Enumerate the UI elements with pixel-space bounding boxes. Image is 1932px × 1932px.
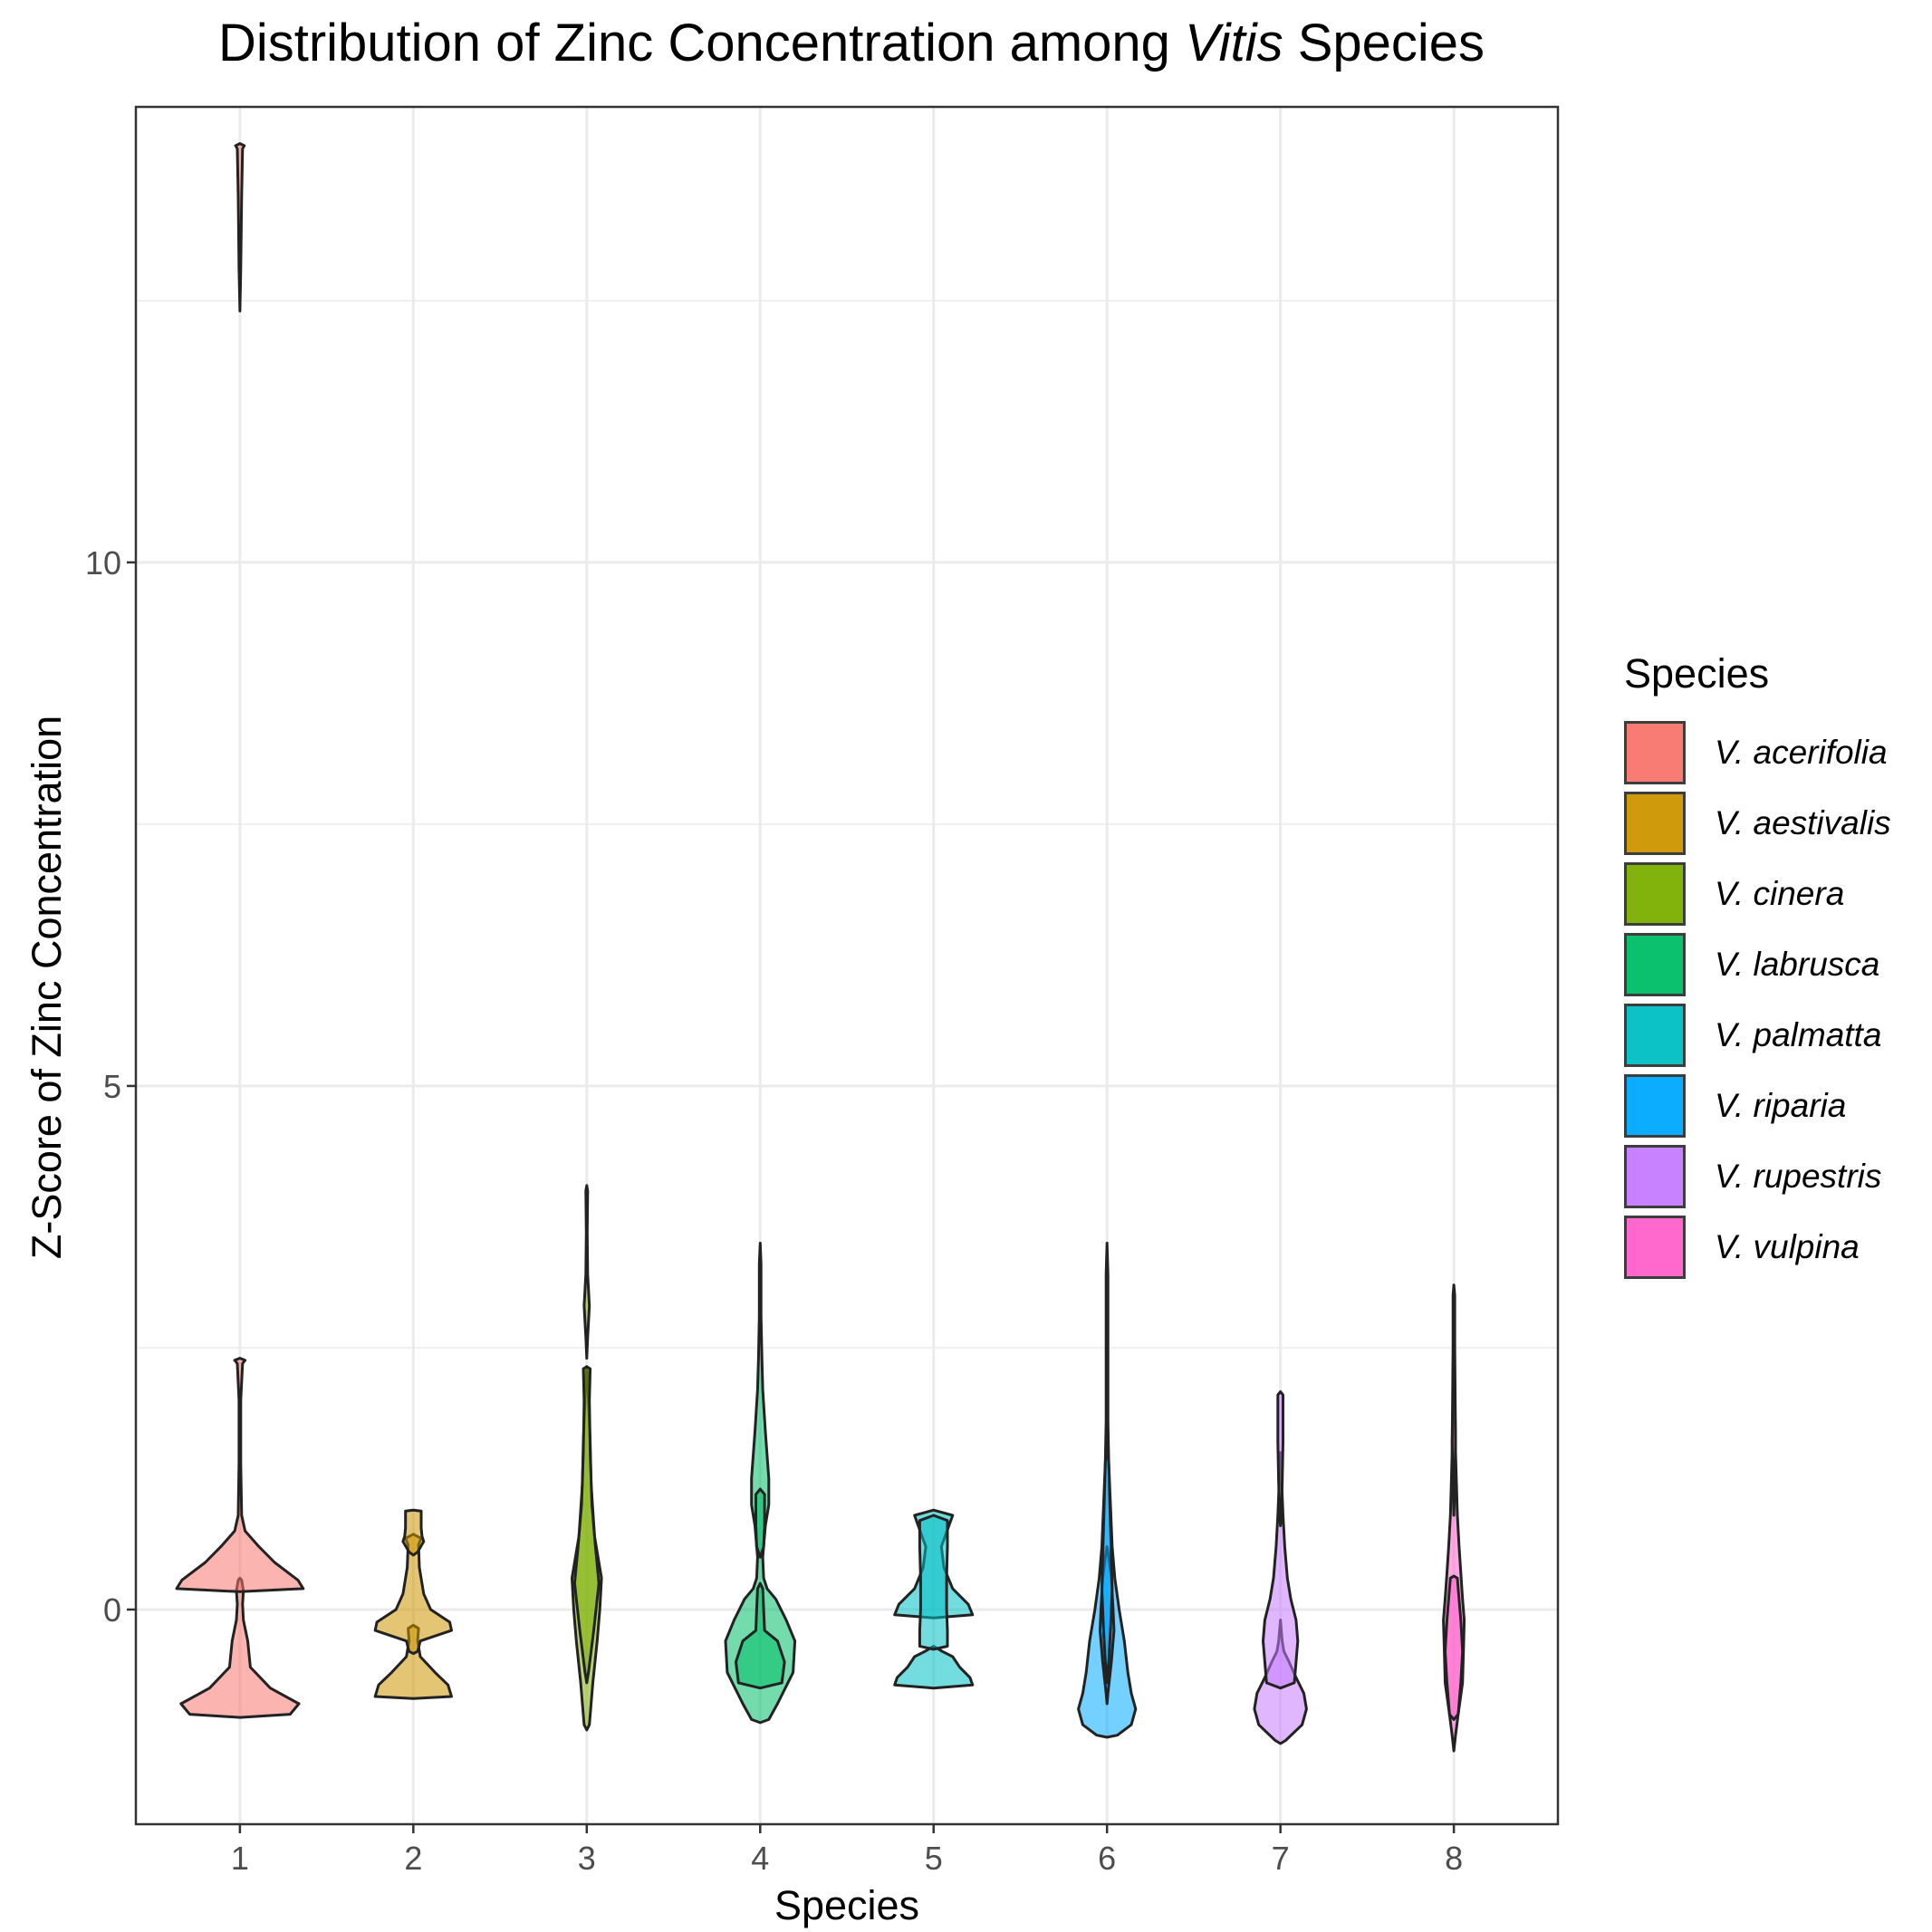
x-axis-label: Species xyxy=(774,1882,920,1928)
x-tick-label: 5 xyxy=(925,1840,943,1877)
x-tick-label: 7 xyxy=(1272,1840,1290,1877)
legend-swatch xyxy=(1624,933,1686,996)
legend-label: V. acerifolia xyxy=(1715,734,1888,771)
x-tick-label: 8 xyxy=(1445,1840,1463,1877)
violin-shape xyxy=(735,1581,786,1690)
violin-shape xyxy=(755,1487,766,1559)
violin-shape xyxy=(582,1184,591,1360)
legend-swatch xyxy=(1624,721,1686,784)
legend-label: V. riparia xyxy=(1715,1087,1847,1124)
violin-shape xyxy=(1444,1574,1465,1721)
legend-swatch xyxy=(1624,1004,1686,1067)
x-tick-label: 2 xyxy=(404,1840,422,1877)
chart-title: Distribution of Zinc Concentration among… xyxy=(217,14,1485,72)
violin-shape xyxy=(1101,1440,1114,1685)
legend-item: V. aestivalis xyxy=(1624,790,1923,857)
legend-item: V. labrusca xyxy=(1624,931,1923,998)
violin-shape xyxy=(1450,1283,1457,1517)
legend-swatch xyxy=(1624,1216,1686,1279)
y-tick-label: 5 xyxy=(103,1068,121,1105)
y-tick-label: 10 xyxy=(85,544,121,582)
plot-border xyxy=(134,105,1560,1826)
x-tick-label: 3 xyxy=(578,1840,596,1877)
legend-swatch xyxy=(1624,1145,1686,1208)
violin-shape xyxy=(401,1508,426,1557)
x-tick-label: 1 xyxy=(231,1840,249,1877)
legend-item: V. riparia xyxy=(1624,1072,1923,1139)
legend-label: V. rupestris xyxy=(1715,1158,1882,1195)
violin-shape xyxy=(724,1241,797,1725)
legend-title: Species xyxy=(1624,650,1770,697)
legend-label: V. palmatta xyxy=(1715,1016,1882,1053)
violin-shape xyxy=(918,1514,949,1651)
legend-item: V. acerifolia xyxy=(1624,719,1923,786)
legend-label: V. vulpina xyxy=(1715,1228,1860,1265)
violin-shape xyxy=(1276,1390,1284,1527)
violin-shape xyxy=(175,1357,305,1593)
legend-item: V. rupestris xyxy=(1624,1143,1923,1210)
violin-shape xyxy=(234,142,246,312)
legend-item: V. vulpina xyxy=(1624,1214,1923,1281)
plot-panel xyxy=(136,107,1558,1824)
legend-label: V. aestivalis xyxy=(1715,804,1891,841)
y-axis-label: Z-Score of Zinc Concentration xyxy=(24,715,70,1260)
x-tick-label: 4 xyxy=(751,1840,769,1877)
violin-shape xyxy=(572,1365,601,1685)
legend-label: V. cinera xyxy=(1715,875,1845,912)
legend-item: V. palmatta xyxy=(1624,1002,1923,1069)
legend-label: V. labrusca xyxy=(1715,946,1880,983)
legend-swatch xyxy=(1624,1074,1686,1138)
legend-item: V. cinera xyxy=(1624,860,1923,928)
legend-swatch xyxy=(1624,792,1686,855)
x-tick-label: 6 xyxy=(1098,1840,1116,1877)
legend-swatch xyxy=(1624,862,1686,926)
y-tick-label: 0 xyxy=(103,1591,121,1629)
